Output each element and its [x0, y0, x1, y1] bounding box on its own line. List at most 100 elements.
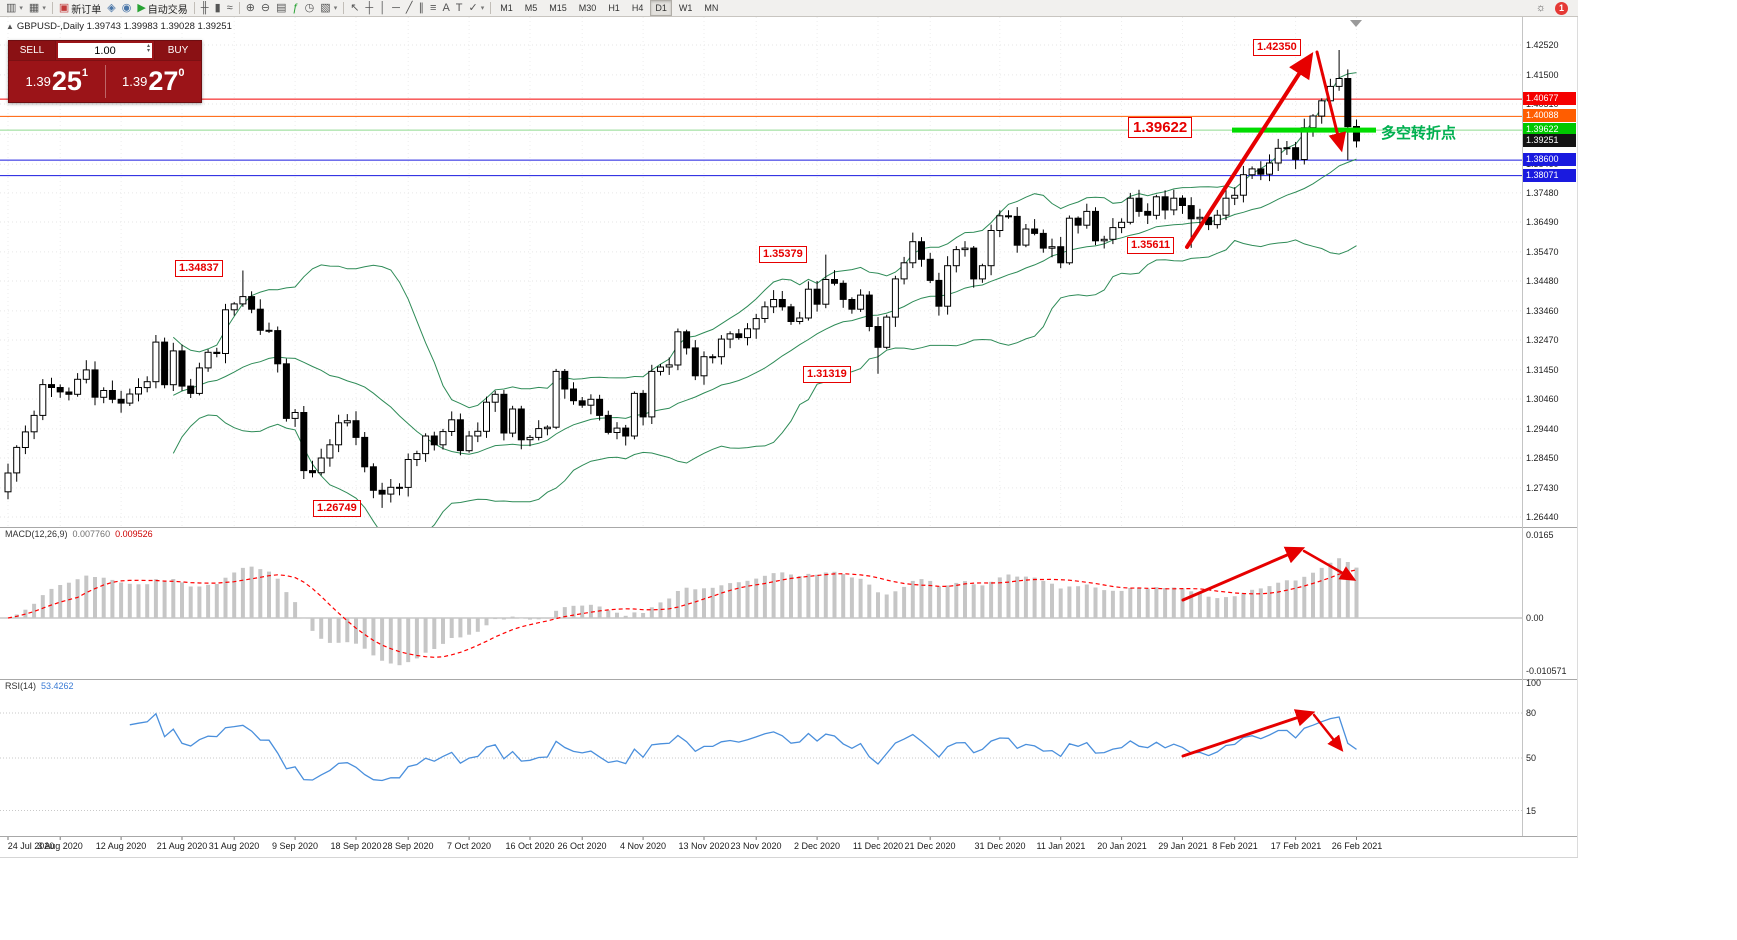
toolbar-indicators-button[interactable]: ƒ	[290, 1, 302, 16]
price-annotation[interactable]: 1.42350	[1253, 39, 1301, 56]
price-level-label: 1.39622	[1523, 123, 1576, 136]
volume-spinner[interactable]: ▴ ▾	[146, 43, 150, 54]
toolbar: ▥ ▾ ▦ ▾ ▣ 新订单 ◈ ◉ ▶ 自动交易 ╫ ▮ ≈ ⊕ ⊖ ▤ ƒ ◷ ▧ ▾ ↖ ┼ │ ─ ╱ ∥ ≡ A T ✓ ▾ M1 M5…	[0, 0, 1578, 17]
timeframe-MN-button[interactable]: MN	[704, 3, 719, 13]
turning-point-line[interactable]	[1232, 127, 1376, 133]
toolbar-cursor-button[interactable]: ↖	[347, 1, 362, 16]
toolbar-text-label-button[interactable]: T	[453, 1, 466, 16]
pane-separator[interactable]	[0, 679, 1578, 680]
cursor-icon: ↖	[350, 1, 360, 14]
timeframe-M15-button[interactable]: M15	[549, 3, 567, 13]
candle	[256, 308, 264, 331]
toolbar-market-watch-button[interactable]: ◉	[119, 1, 135, 16]
timeframe-M1-button[interactable]: M1	[500, 3, 513, 13]
turning-point-label[interactable]: 多空转折点	[1381, 125, 1457, 142]
candle	[430, 435, 438, 446]
trend-arrow[interactable]	[1185, 51, 1314, 249]
candle	[744, 328, 751, 339]
candle	[770, 299, 778, 308]
spinner-down-icon[interactable]: ▾	[146, 48, 150, 54]
toolbar-text-button[interactable]: A	[439, 1, 452, 16]
trend-arrow[interactable]	[1312, 713, 1344, 752]
candle	[213, 351, 221, 354]
trend-arrow[interactable]	[1315, 50, 1347, 153]
toolbar-profiles-button[interactable]: ▦ ▾	[26, 1, 49, 16]
trade-panel-toggle-icon[interactable]: ▲	[6, 22, 14, 31]
toolbar-zoom-out-button[interactable]: ⊖	[258, 1, 273, 16]
candle	[604, 414, 612, 433]
buy-price-base: 1.39	[122, 74, 148, 89]
toolbar-new-chart-button[interactable]: ▥ ▾	[3, 1, 26, 16]
timeframe-M30-button[interactable]: M30	[578, 3, 597, 13]
chart-shift-marker[interactable]	[1350, 20, 1362, 27]
price-annotation[interactable]: 1.39622	[1128, 117, 1193, 138]
auto-trading-label: 自动交易	[147, 4, 188, 16]
timeframe-M5-button[interactable]: M5	[524, 3, 538, 13]
price-annotation[interactable]: 1.35611	[1127, 237, 1175, 254]
candle	[1266, 162, 1273, 175]
toolbar-periods-button[interactable]: ◷	[302, 1, 318, 16]
candle	[74, 378, 82, 395]
sell-button[interactable]: SELL	[9, 41, 56, 60]
toolbar-auto-trading-button[interactable]: ▶ 自动交易	[134, 1, 190, 16]
toolbar-metaeditor-button[interactable]: ◈	[104, 1, 118, 16]
templates-icon: ▧	[320, 1, 331, 14]
timeframe-H1-button[interactable]: H1	[608, 3, 620, 13]
candle	[317, 457, 325, 474]
timeframe-H4-button[interactable]: H4	[631, 3, 644, 13]
toolbar-equidistant-channel-button[interactable]: ∥	[416, 1, 428, 16]
trend-arrow[interactable]	[1181, 546, 1306, 602]
candle	[465, 435, 473, 452]
candle	[422, 435, 430, 455]
pane-separator[interactable]	[0, 836, 1578, 837]
chevron-down-icon: ▾	[480, 5, 485, 12]
toolbar-templates-button[interactable]: ▧ ▾	[317, 1, 340, 16]
price-tick-label: 1.27430	[1526, 483, 1559, 493]
toolbar-vertical-line-button[interactable]: │	[376, 1, 389, 16]
candle	[709, 356, 717, 359]
buy-price-big: 27	[148, 66, 179, 96]
price-annotation[interactable]: 1.34837	[175, 260, 223, 277]
toolbar-zoom-in-button[interactable]: ⊕	[243, 1, 258, 16]
settings-button[interactable]: ☼	[1533, 1, 1549, 16]
candle	[204, 351, 212, 369]
volume-input[interactable]: 1.00 ▴ ▾	[58, 43, 152, 58]
toolbar-crosshair-button[interactable]: ┼	[362, 1, 376, 16]
trend-arrow[interactable]	[1181, 709, 1316, 758]
candle	[1196, 216, 1204, 220]
periods-icon: ◷	[304, 1, 315, 14]
price-annotation[interactable]: 1.31319	[803, 366, 851, 383]
sell-price[interactable]: 1.39 25 1	[9, 61, 105, 102]
toolbar-bar-chart-button[interactable]: ╫	[198, 1, 212, 16]
chevron-down-icon: ▾	[333, 5, 338, 12]
toolbar-line-chart-button[interactable]: ≈	[224, 1, 236, 16]
toolbar-separator	[490, 2, 492, 14]
toolbar-arrows-button[interactable]: ✓ ▾	[466, 1, 488, 16]
price-annotation[interactable]: 1.26749	[313, 500, 361, 517]
spinner-up-icon[interactable]: ▴	[146, 43, 150, 49]
toolbar-tile-windows-button[interactable]: ▤	[273, 1, 289, 16]
toolbar-fibonacci-button[interactable]: ≡	[427, 1, 439, 16]
toolbar-candlestick-chart-button[interactable]: ▮	[212, 1, 224, 16]
price-annotation[interactable]: 1.35379	[759, 246, 807, 263]
candle	[526, 436, 534, 441]
buy-button[interactable]: BUY	[154, 41, 201, 60]
candle	[1257, 168, 1265, 175]
trend-arrow[interactable]	[1302, 549, 1357, 581]
toolbar-new-order-button[interactable]: ▣ 新订单	[56, 1, 104, 16]
notification-badge[interactable]: 1	[1555, 1, 1568, 15]
timeframe-W1-button[interactable]: W1	[678, 3, 693, 13]
toolbar-trendline-button[interactable]: ╱	[403, 1, 416, 16]
candle	[30, 414, 38, 433]
candle	[1031, 228, 1039, 234]
pane-separator[interactable]	[0, 527, 1578, 528]
date-label: 16 Oct 2020	[505, 841, 555, 851]
date-label: 7 Oct 2020	[446, 841, 492, 851]
candle	[326, 444, 334, 459]
candle	[1083, 210, 1091, 226]
price-tick-label: 1.30460	[1526, 394, 1559, 404]
timeframe-D1-button[interactable]: D1	[650, 0, 672, 16]
toolbar-horizontal-line-button[interactable]: ─	[389, 1, 403, 16]
buy-price[interactable]: 1.39 27 0	[106, 61, 202, 102]
